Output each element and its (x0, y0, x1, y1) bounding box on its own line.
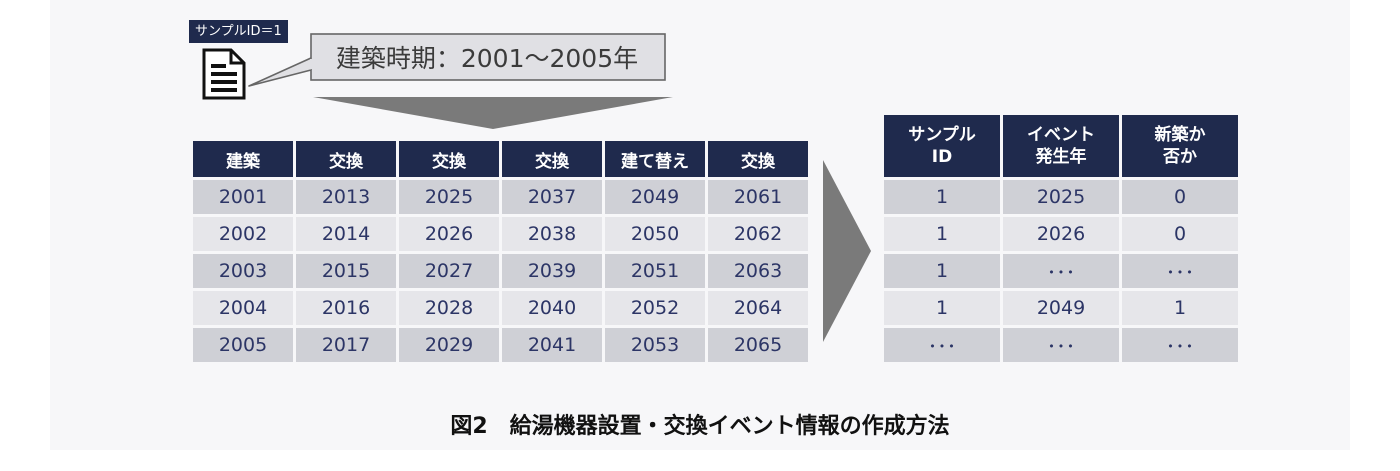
table-row: 2003 2015 2027 2039 2051 2063 (193, 254, 808, 288)
table-row: 2004 2016 2028 2040 2052 2064 (193, 291, 808, 325)
table-cell: 2003 (193, 254, 293, 288)
table-cell: 2052 (605, 291, 705, 325)
table-cell: 2040 (502, 291, 602, 325)
table-cell: 2025 (1003, 180, 1119, 214)
table-row: 2001 2013 2025 2037 2049 2061 (193, 180, 808, 214)
table-row: ･･･ ･･･ ･･･ (884, 328, 1238, 362)
table-cell: 2004 (193, 291, 293, 325)
table-cell: 2027 (399, 254, 499, 288)
table-cell: 2025 (399, 180, 499, 214)
sample-id-tag: サンプルID＝1 (189, 20, 288, 43)
right-arrow-icon (823, 160, 871, 342)
header-cell: 建築 (193, 141, 293, 177)
header-cell: 交換 (399, 141, 499, 177)
table-cell: 2026 (1003, 217, 1119, 251)
table-cell: 2041 (502, 328, 602, 362)
table-row: 1 2025 0 (884, 180, 1238, 214)
table-cell: ･･･ (1003, 254, 1119, 288)
table-cell: ･･･ (1003, 328, 1119, 362)
table-row: 2002 2014 2026 2038 2050 2062 (193, 217, 808, 251)
table-cell: 2016 (296, 291, 396, 325)
table-cell: ･･･ (1122, 254, 1238, 288)
document-icon (202, 48, 246, 100)
table-cell: 2064 (708, 291, 808, 325)
table-cell: 2037 (502, 180, 602, 214)
table-header-row: サンプル ID イベント 発生年 新築か 否か (884, 115, 1238, 177)
header-cell-sample-id: サンプル ID (884, 115, 1000, 177)
header-line: サンプル (908, 125, 976, 145)
callout-bubble (248, 33, 666, 87)
table-cell: 2026 (399, 217, 499, 251)
table-cell: 2063 (708, 254, 808, 288)
table-cell: 2029 (399, 328, 499, 362)
table-cell: 0 (1122, 180, 1238, 214)
header-cell: 交換 (296, 141, 396, 177)
table-cell: 2053 (605, 328, 705, 362)
header-line: 否か (1163, 147, 1197, 167)
table-cell: 1 (884, 254, 1000, 288)
table-cell: 2039 (502, 254, 602, 288)
table-cell: ･･･ (884, 328, 1000, 362)
table-cell: 1 (884, 291, 1000, 325)
table-cell: ･･･ (1122, 328, 1238, 362)
table-cell: 2015 (296, 254, 396, 288)
header-cell: 交換 (708, 141, 808, 177)
table-cell: 1 (884, 217, 1000, 251)
table-cell: 2062 (708, 217, 808, 251)
table-cell: 2065 (708, 328, 808, 362)
header-cell-event-year: イベント 発生年 (1003, 115, 1119, 177)
table-row: 2005 2017 2029 2041 2053 2065 (193, 328, 808, 362)
table-cell: 1 (884, 180, 1000, 214)
header-line: イベント (1027, 125, 1095, 145)
header-line: ID (931, 147, 953, 167)
table-cell: 2001 (193, 180, 293, 214)
table-cell: 2049 (605, 180, 705, 214)
table-cell: 0 (1122, 217, 1238, 251)
table-cell: 2051 (605, 254, 705, 288)
table-cell: 2013 (296, 180, 396, 214)
table-cell: 2061 (708, 180, 808, 214)
table-cell: 2049 (1003, 291, 1119, 325)
table-cell: 2050 (605, 217, 705, 251)
table-row: 1 2049 1 (884, 291, 1238, 325)
header-line: 発生年 (1035, 147, 1087, 167)
funnel-arrow-icon (313, 97, 673, 129)
event-info-table: サンプル ID イベント 発生年 新築か 否か 1 2025 0 1 2026 … (881, 112, 1241, 365)
header-cell-new-build: 新築か 否か (1122, 115, 1238, 177)
table-cell: 2002 (193, 217, 293, 251)
table-cell: 1 (1122, 291, 1238, 325)
table-header-row: 建築 交換 交換 交換 建て替え 交換 (193, 141, 808, 177)
table-row: 1 ･･･ ･･･ (884, 254, 1238, 288)
table-cell: 2014 (296, 217, 396, 251)
figure-caption: 図2 給湯機器設置・交換イベント情報の作成方法 (450, 414, 950, 439)
table-cell: 2028 (399, 291, 499, 325)
header-cell: 交換 (502, 141, 602, 177)
table-row: 1 2026 0 (884, 217, 1238, 251)
table-cell: 2017 (296, 328, 396, 362)
header-line: 新築か (1154, 125, 1206, 145)
table-cell: 2005 (193, 328, 293, 362)
construction-period-label: 建築時期：2001〜2005年 (335, 44, 639, 73)
header-cell: 建て替え (605, 141, 705, 177)
event-year-table: 建築 交換 交換 交換 建て替え 交換 2001 2013 2025 2037 … (190, 138, 811, 365)
table-cell: 2038 (502, 217, 602, 251)
